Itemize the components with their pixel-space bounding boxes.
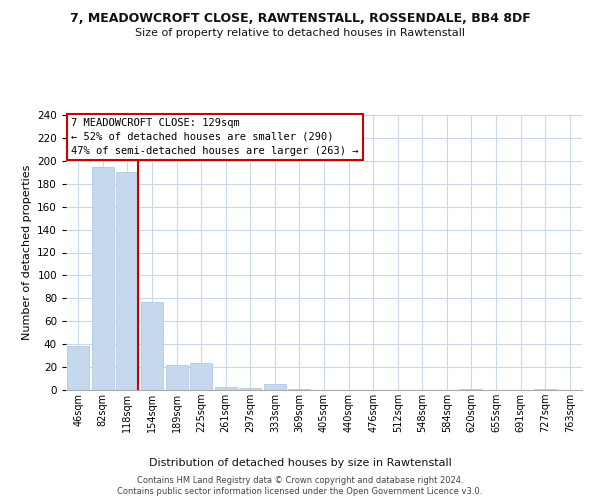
Bar <box>92 166 114 390</box>
Bar <box>215 386 237 390</box>
Text: 7, MEADOWCROFT CLOSE, RAWTENSTALL, ROSSENDALE, BB4 8DF: 7, MEADOWCROFT CLOSE, RAWTENSTALL, ROSSE… <box>70 12 530 26</box>
Bar <box>264 384 286 390</box>
Text: Contains HM Land Registry data © Crown copyright and database right 2024.: Contains HM Land Registry data © Crown c… <box>137 476 463 485</box>
Bar <box>116 172 139 390</box>
Text: Size of property relative to detached houses in Rawtenstall: Size of property relative to detached ho… <box>135 28 465 38</box>
Bar <box>460 389 482 390</box>
Bar <box>534 389 556 390</box>
Y-axis label: Number of detached properties: Number of detached properties <box>22 165 32 340</box>
Bar <box>190 362 212 390</box>
Text: Contains public sector information licensed under the Open Government Licence v3: Contains public sector information licen… <box>118 488 482 496</box>
Text: Distribution of detached houses by size in Rawtenstall: Distribution of detached houses by size … <box>149 458 451 468</box>
Bar <box>67 346 89 390</box>
Bar <box>141 302 163 390</box>
Bar <box>289 389 310 390</box>
Bar <box>166 365 188 390</box>
Text: 7 MEADOWCROFT CLOSE: 129sqm
← 52% of detached houses are smaller (290)
47% of se: 7 MEADOWCROFT CLOSE: 129sqm ← 52% of det… <box>71 118 359 156</box>
Bar <box>239 388 262 390</box>
